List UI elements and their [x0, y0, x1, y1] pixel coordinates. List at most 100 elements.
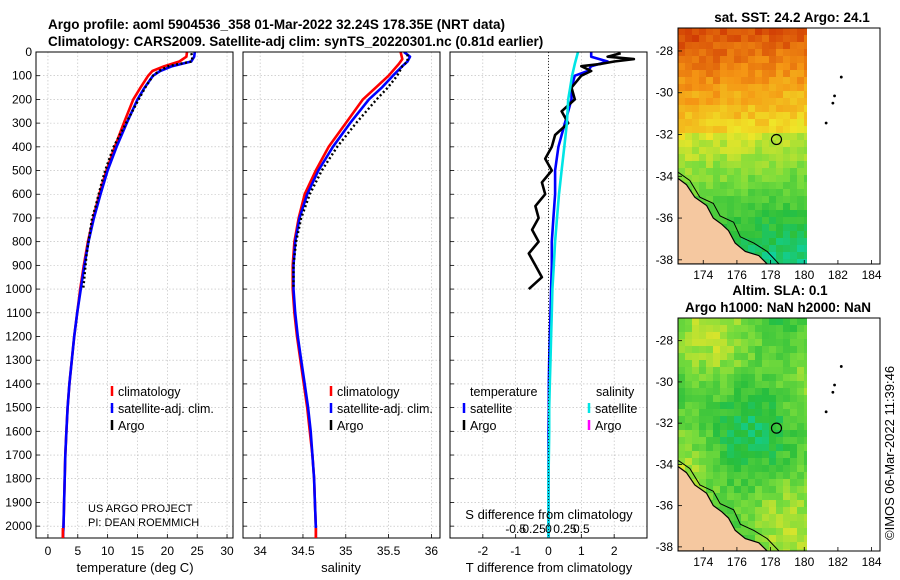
map-cell	[755, 507, 763, 515]
map-cell	[769, 465, 777, 473]
map-cell	[790, 507, 798, 515]
map-cell	[797, 353, 805, 361]
map-cell	[734, 325, 742, 333]
map-cell	[804, 318, 807, 326]
map-cell	[713, 367, 721, 375]
map-cell	[755, 353, 763, 361]
map-cell	[776, 217, 784, 225]
map-cell	[727, 189, 735, 197]
map-cell	[790, 465, 798, 473]
map-cell	[727, 458, 735, 466]
map-cell	[734, 381, 742, 389]
map-cell	[804, 224, 807, 232]
map-cell	[797, 56, 805, 64]
map-cell	[776, 430, 784, 438]
x-tick-label: 15	[131, 544, 145, 558]
map-cell	[783, 521, 791, 529]
map-cell	[769, 486, 777, 494]
map-cell	[783, 339, 791, 347]
map-cell	[699, 486, 707, 494]
map-cell	[741, 318, 749, 326]
map-cell	[692, 444, 700, 452]
map-cell	[748, 521, 756, 529]
map-cell	[776, 105, 784, 113]
map-cell	[804, 98, 807, 106]
map-cell	[776, 465, 784, 473]
map-cell	[741, 332, 749, 340]
map-cell	[741, 175, 749, 183]
map-cell	[748, 367, 756, 375]
x-tick-label: 176	[727, 555, 747, 569]
map-cell	[804, 49, 807, 57]
map-cell	[720, 437, 728, 445]
map-cell	[790, 189, 798, 197]
map-cell	[685, 437, 693, 445]
map-cell	[692, 388, 700, 396]
map-cell	[720, 203, 728, 211]
y-tick-label: -36	[656, 211, 674, 225]
map-cell	[685, 56, 693, 64]
map-cell	[748, 465, 756, 473]
map-cell	[748, 196, 756, 204]
map-cell	[769, 542, 777, 550]
map-cell	[790, 70, 798, 78]
map-cell	[755, 168, 763, 176]
map-cell	[776, 56, 784, 64]
map-cell	[776, 196, 784, 204]
map-cell	[727, 479, 735, 487]
map-cell	[790, 126, 798, 134]
map-cell	[790, 49, 798, 57]
map-cell	[748, 77, 756, 85]
map-cell	[713, 140, 721, 148]
map-cell	[720, 388, 728, 396]
map-cell	[748, 210, 756, 218]
map-cell	[734, 161, 742, 169]
map-cell	[797, 112, 805, 120]
map-cell	[790, 360, 798, 368]
map-cell	[734, 521, 742, 529]
map-cell	[804, 479, 807, 487]
map-cell	[713, 381, 721, 389]
map-cell	[762, 423, 770, 431]
map-cell	[727, 381, 735, 389]
map-cell	[692, 63, 700, 71]
legend-label: Argo	[118, 419, 144, 433]
map-cell	[790, 28, 798, 36]
map-cell	[790, 203, 798, 211]
map-cell	[720, 98, 728, 106]
map-cell	[783, 395, 791, 403]
map-cell	[755, 472, 763, 480]
map-cell	[797, 42, 805, 50]
map-cell	[699, 416, 707, 424]
map-cell	[748, 528, 756, 536]
map-cell	[713, 105, 721, 113]
map-cell	[790, 105, 798, 113]
map-cell	[706, 493, 714, 501]
map-cell	[776, 486, 784, 494]
map-cell	[727, 161, 735, 169]
map-cell	[685, 147, 693, 155]
legend-title-temperature: temperature	[470, 385, 537, 399]
legend-label: satellite	[470, 402, 512, 416]
map-cell	[720, 70, 728, 78]
map-cell	[804, 549, 807, 551]
map-cell	[692, 451, 700, 459]
map-cell	[769, 395, 777, 403]
y-tick-label: -36	[656, 499, 674, 513]
map-cell	[769, 367, 777, 375]
map-cell	[769, 35, 777, 43]
map-cell	[776, 479, 784, 487]
map-cell	[734, 182, 742, 190]
map-cell	[755, 161, 763, 169]
map-cell	[720, 175, 728, 183]
map-cell	[797, 182, 805, 190]
map-cell	[734, 112, 742, 120]
map-cell	[804, 42, 807, 50]
map-cell	[776, 126, 784, 134]
map-cell	[727, 444, 735, 452]
map-cell	[790, 423, 798, 431]
map-cell	[797, 119, 805, 127]
map-cell	[741, 423, 749, 431]
map-cell	[748, 35, 756, 43]
map-cell	[748, 346, 756, 354]
